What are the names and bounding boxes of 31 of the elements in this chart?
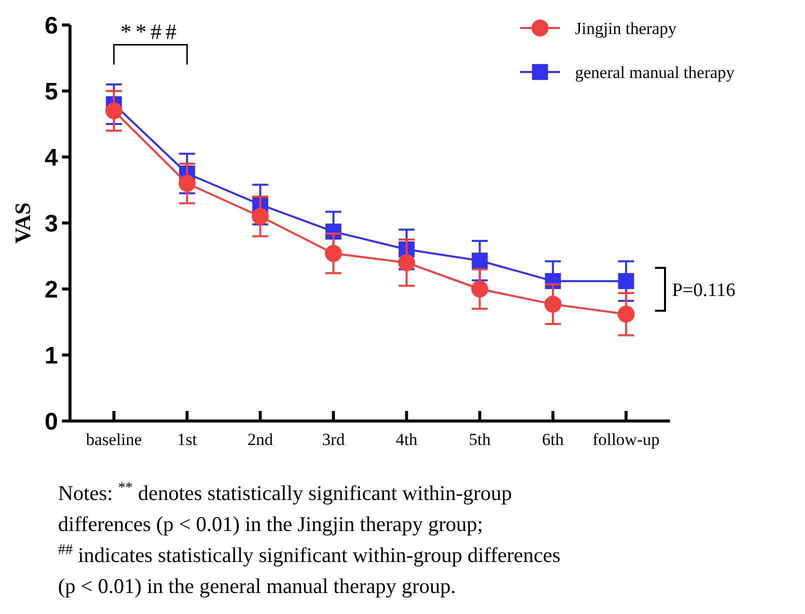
y-tick-label: 2 — [44, 276, 58, 304]
x-tick-label: 6th — [542, 430, 564, 449]
point — [618, 273, 634, 290]
y-tick-label: 1 — [44, 342, 58, 370]
y-tick-label: 4 — [44, 144, 59, 172]
x-tick-label: 1st — [177, 430, 198, 449]
legend-label: general manual therapy — [575, 62, 736, 82]
point — [471, 280, 488, 298]
x-tick-label: baseline — [86, 430, 142, 449]
x-tick-label: 2nd — [247, 430, 274, 449]
text: P=0.116 — [672, 280, 736, 301]
x-tick-label: 3rd — [322, 430, 346, 449]
text: Notes: $^{**}$ denotes statistically significant within-group differences (p < 0.01) in the Jingjin therapy group; $^{##}$ indicates statistically significant within-group differences (p < 0.01) in the general manual therapy group. — [58, 480, 560, 598]
point — [178, 174, 196, 192]
point — [544, 296, 562, 313]
y-tick-label: 3 — [44, 210, 58, 238]
x-tick-label: 5th — [468, 430, 492, 449]
y-tick-label: 0 — [44, 408, 58, 436]
point — [252, 208, 269, 225]
point — [472, 252, 488, 269]
point — [618, 306, 635, 323]
y-tick-label: 6 — [44, 12, 58, 40]
x-tick-label: follow-up — [592, 430, 660, 449]
point — [105, 102, 122, 120]
x-tick-label: 4th — [396, 430, 418, 449]
y-axis-title: VAS — [10, 202, 35, 244]
point — [398, 254, 416, 272]
legend-label: Jingjin therapy — [575, 18, 678, 38]
y-tick-label: 5 — [44, 78, 58, 106]
annotation: **## — [120, 18, 180, 44]
point — [324, 244, 342, 262]
